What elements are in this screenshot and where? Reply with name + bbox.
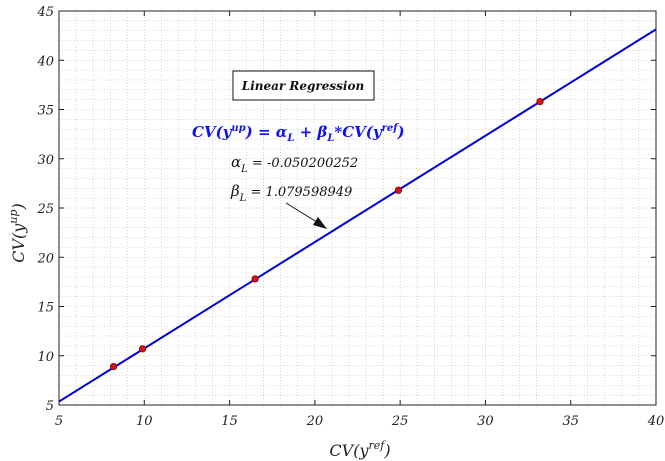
y-tick-label: 40 bbox=[36, 54, 54, 69]
fit-line-group bbox=[58, 28, 657, 403]
regression-label-box: Linear Regression bbox=[232, 70, 375, 101]
x-tick-label: 15 bbox=[221, 414, 238, 429]
tick-labels: 5 10 15 20 25 30 35 40 5 10 15 20 25 30 35 40 45 bbox=[36, 5, 664, 429]
y-tick-label: 25 bbox=[36, 202, 54, 217]
x-tick-label: 35 bbox=[562, 414, 579, 429]
data-point bbox=[138, 345, 147, 353]
y-tick-label: 30 bbox=[37, 153, 54, 168]
data-points bbox=[109, 98, 544, 371]
y-tick-label: 10 bbox=[37, 350, 54, 365]
annotation-arrow bbox=[285, 202, 327, 229]
x-tick-label: 30 bbox=[477, 414, 494, 429]
y-tick-label: 35 bbox=[37, 104, 54, 119]
y-tick-label: 15 bbox=[37, 301, 54, 316]
data-point bbox=[251, 275, 259, 283]
y-tick-label: 20 bbox=[36, 251, 54, 266]
regression-label: Linear Regression bbox=[241, 79, 364, 93]
data-point bbox=[109, 362, 118, 371]
alpha-coefficient: αL = -0.050200252 bbox=[231, 153, 358, 175]
x-tick-label: 5 bbox=[55, 414, 63, 429]
beta-coefficient: βL = 1.079598949 bbox=[230, 182, 352, 204]
regression-equation: CV(yup) = αL + βL*CV(yref) bbox=[192, 123, 405, 144]
x-tick-label: 40 bbox=[647, 414, 665, 429]
data-point bbox=[536, 98, 544, 106]
y-tick-label: 45 bbox=[36, 5, 54, 20]
y-axis-title: CV(yup) bbox=[7, 203, 28, 262]
plot-frame bbox=[58, 10, 657, 406]
data-point bbox=[394, 186, 403, 194]
x-tick-label: 10 bbox=[136, 414, 153, 429]
y-tick-label: 5 bbox=[46, 399, 54, 414]
x-tick-label: 25 bbox=[391, 414, 409, 429]
x-axis-title: CV(yref) bbox=[329, 439, 390, 460]
regression-fit-line bbox=[58, 28, 657, 403]
x-tick-label: 20 bbox=[306, 414, 324, 429]
